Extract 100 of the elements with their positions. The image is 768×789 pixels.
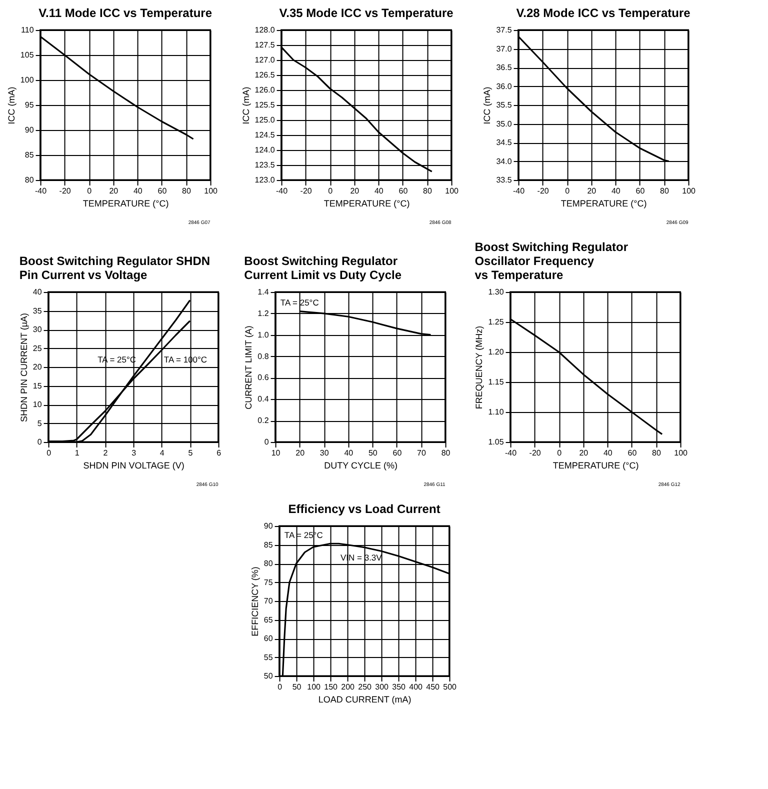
y-tick-label: 75: [264, 578, 274, 587]
y-tick-label: 85: [24, 150, 34, 160]
x-tick-label: 60: [636, 186, 646, 196]
y-tick-label: 80: [24, 176, 34, 184]
x-tick-label: 0: [565, 186, 570, 196]
y-tick-label: 0.8: [258, 352, 270, 361]
x-tick-label: 3: [132, 448, 137, 458]
y-tick-label: 0: [37, 438, 42, 446]
x-axis-title: LOAD CURRENT (mA): [318, 694, 412, 704]
x-tick-label: 200: [341, 682, 356, 692]
y-tick-label: 40: [32, 288, 42, 296]
x-tick-label: 20: [296, 448, 306, 458]
y-tick-label: 36.5: [496, 63, 512, 72]
y-tick-label: 37.5: [496, 26, 512, 34]
y-tick-label: 90: [264, 522, 274, 530]
y-tick-label: 95: [24, 100, 34, 110]
y-tick-label: 124.5: [254, 130, 276, 140]
y-axis-title: FREQUENCY (MHz): [474, 326, 484, 410]
chart-title: V.28 Mode ICC vs Temperature: [516, 6, 691, 20]
chart-title: V.35 Mode ICC vs Temperature: [279, 6, 454, 20]
y-tick-label: 37.0: [496, 44, 512, 54]
x-tick-label: 20: [587, 186, 597, 196]
x-tick-label: 80: [423, 186, 432, 196]
x-tick-label: 80: [182, 186, 192, 196]
x-tick-label: -20: [529, 448, 542, 458]
y-tick-label: 33.5: [496, 176, 512, 184]
x-tick-label: 350: [392, 682, 406, 692]
x-tick-label: 0: [557, 448, 562, 458]
x-tick-label: 60: [158, 186, 168, 196]
y-tick-label: 125.0: [254, 116, 276, 124]
y-axis-title: ICC (mA): [240, 86, 251, 124]
x-tick-label: -40: [276, 186, 288, 196]
y-tick-label: 0: [264, 438, 270, 446]
y-tick-label: 60: [264, 634, 274, 643]
x-tick-label: -20: [59, 186, 72, 196]
y-tick-label: 35.5: [496, 100, 512, 110]
y-tick-label: 1.30: [488, 288, 504, 296]
x-tick-label: 300: [375, 682, 390, 692]
y-tick-label: 36.0: [496, 82, 512, 91]
y-axis-title: ICC (mA): [6, 86, 16, 124]
x-tick-label: 20: [350, 186, 360, 196]
y-tick-label: 0.4: [258, 394, 270, 404]
x-tick-label: 500: [443, 682, 458, 692]
y-tick-label: 100: [20, 76, 34, 84]
x-tick-label: 30: [320, 448, 330, 458]
y-tick-label: 80: [264, 559, 274, 568]
y-tick-label: 1.20: [488, 348, 504, 356]
x-axis-title: SHDN PIN VOLTAGE (V): [83, 460, 184, 470]
y-axis-title: CURRENT LIMIT (A): [244, 326, 254, 410]
y-tick-label: 0.2: [258, 416, 270, 426]
x-axis-title: TEMPERATURE (°C): [552, 460, 639, 470]
x-tick-label: 150: [324, 682, 338, 692]
x-axis-title: DUTY CYCLE (%): [324, 460, 398, 470]
y-tick-label: 126.5: [254, 70, 276, 80]
x-tick-label: 20: [579, 448, 589, 458]
x-tick-label: 80: [660, 186, 670, 196]
x-tick-label: 60: [392, 448, 402, 458]
x-tick-label: 10: [271, 448, 281, 458]
y-tick-label: 1.25: [488, 318, 504, 326]
x-tick-label: -40: [505, 448, 518, 458]
y-tick-label: 15: [32, 381, 42, 390]
x-tick-label: 40: [603, 448, 613, 458]
y-tick-label: 35.0: [496, 119, 512, 128]
x-tick-label: 40: [344, 448, 354, 458]
x-tick-label: 100: [307, 682, 322, 692]
y-axis-title: ICC (mA): [482, 86, 492, 124]
y-tick-label: 1.2: [258, 308, 270, 318]
y-tick-label: 105: [20, 50, 34, 60]
y-tick-label: 90: [24, 126, 34, 134]
y-tick-label: 125.5: [254, 100, 276, 110]
y-tick-label: 65: [264, 615, 274, 624]
y-axis-title: EFFICIENCY (%): [250, 566, 260, 636]
chart-title: Efficiency vs Load Current: [288, 502, 440, 516]
y-tick-label: 127.5: [254, 40, 276, 50]
y-tick-label: 10: [32, 400, 42, 409]
x-tick-label: 0: [46, 448, 52, 458]
x-tick-label: 50: [292, 682, 302, 692]
x-tick-label: 60: [398, 186, 408, 196]
y-tick-label: 124.0: [254, 146, 276, 154]
x-tick-label: 60: [628, 448, 638, 458]
x-tick-label: 4: [160, 448, 165, 458]
x-tick-label: 100: [674, 448, 688, 458]
x-tick-label: 40: [611, 186, 621, 196]
x-tick-label: 100: [682, 186, 696, 196]
y-tick-label: 34.0: [496, 156, 512, 166]
chart-title: Boost Switching Regulator Current Limit vs Duty Cycle: [244, 254, 402, 282]
x-tick-label: 80: [441, 448, 451, 458]
y-tick-label: 35: [32, 306, 42, 316]
y-tick-label: 123.0: [254, 176, 276, 184]
x-tick-label: 40: [133, 186, 143, 196]
x-tick-label: 20: [109, 186, 119, 196]
y-tick-label: 30: [32, 325, 42, 334]
y-axis-title: SHDN PIN CURRENT (µA): [18, 312, 29, 422]
x-tick-label: 50: [368, 448, 378, 458]
y-tick-label: 20: [32, 362, 42, 372]
x-tick-label: 100: [445, 186, 460, 196]
y-tick-label: 110: [21, 26, 34, 34]
x-tick-label: 100: [204, 186, 218, 196]
y-tick-label: 128.0: [254, 26, 276, 34]
x-tick-label: -20: [300, 186, 312, 196]
